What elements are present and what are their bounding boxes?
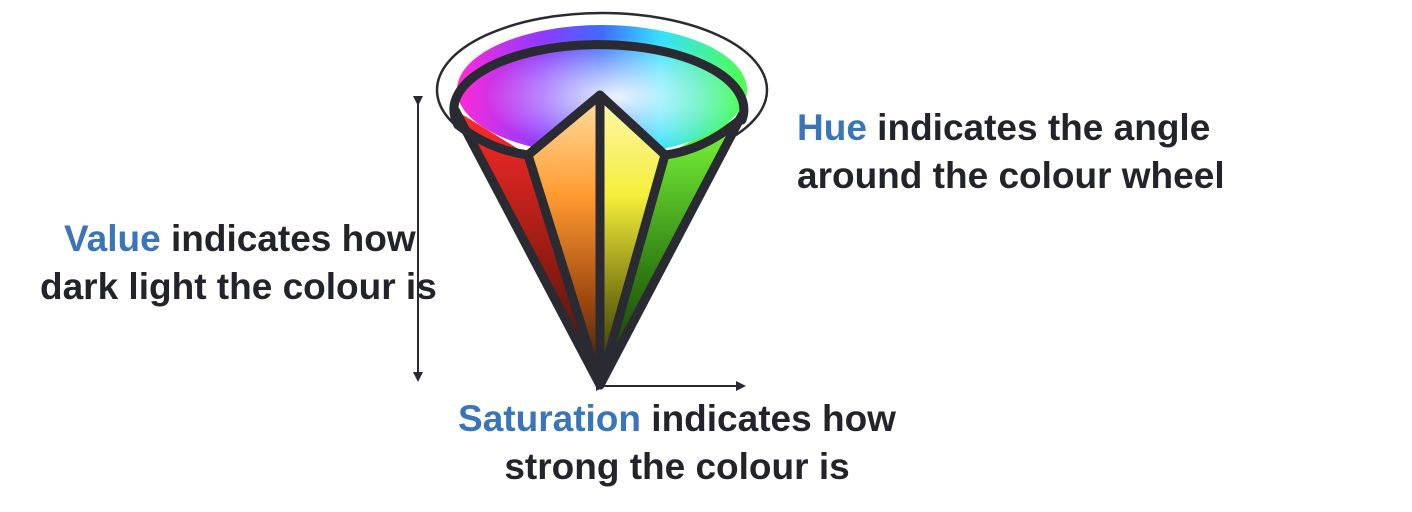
value-caption: Value indicates how dark light the colou… bbox=[40, 215, 437, 311]
saturation-caption-line1-text: indicates how bbox=[641, 398, 896, 439]
cutaway-edge-left bbox=[523, 150, 605, 390]
saturation-caption-line2: strong the colour is bbox=[504, 446, 850, 487]
hue-caption-line2: around the colour wheel bbox=[797, 155, 1225, 196]
saturation-caption-line1: Saturation indicates how bbox=[436, 395, 918, 443]
value-caption-line2: dark light the colour is bbox=[40, 266, 437, 307]
value-caption-line1-text: indicates how bbox=[160, 218, 416, 259]
saturation-caption: Saturation indicates how strong the colo… bbox=[436, 395, 918, 491]
hue-keyword: Hue bbox=[797, 107, 867, 148]
saturation-keyword: Saturation bbox=[458, 398, 642, 439]
value-caption-line1: Value indicates how bbox=[40, 215, 437, 263]
cutaway-outline bbox=[453, 90, 747, 160]
cone-outline-right bbox=[595, 110, 747, 390]
wheel-rim-back bbox=[449, 40, 749, 130]
value-keyword: Value bbox=[64, 218, 161, 259]
cone-outline-left bbox=[450, 105, 605, 390]
hue-caption-line1: Hue indicates the angle bbox=[797, 104, 1225, 152]
hue-caption: Hue indicates the angle around the colou… bbox=[797, 104, 1225, 200]
hue-caption-line1-text: indicates the angle bbox=[866, 107, 1211, 148]
cutaway-edge-right bbox=[595, 150, 670, 390]
